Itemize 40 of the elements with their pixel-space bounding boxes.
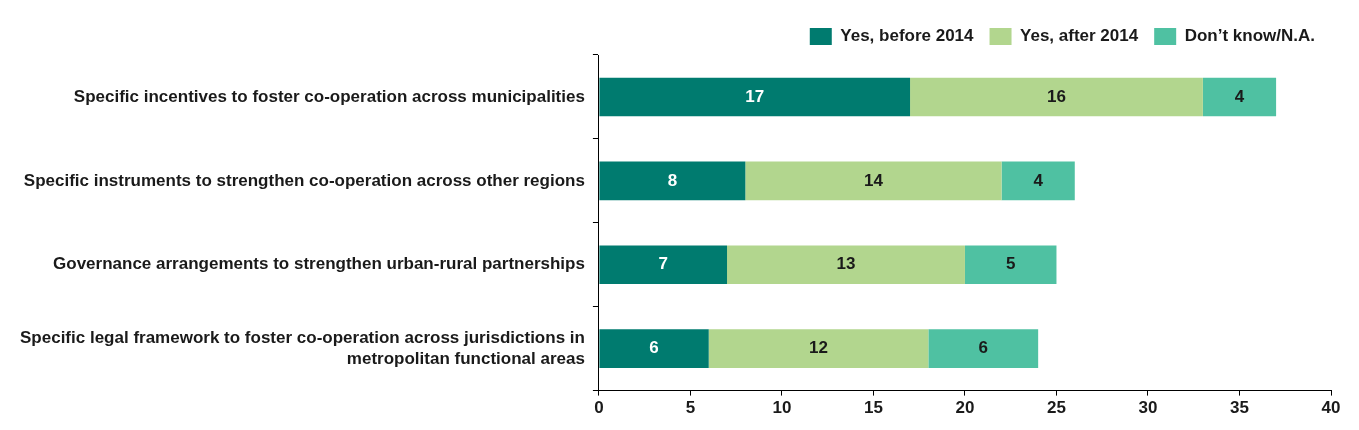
data-label: 13 (836, 254, 856, 274)
x-tick-label: 25 (1047, 398, 1066, 418)
bar (599, 77, 911, 117)
bar (708, 329, 929, 368)
x-tick-label: 0 (594, 398, 604, 418)
data-label: 6 (978, 338, 988, 358)
legend-label: Don’t know/N.A. (1184, 26, 1316, 46)
data-label: 7 (658, 254, 668, 274)
y-tick-label: Specific incentives to foster co-operation across municipalities (73, 86, 585, 106)
bar (1202, 77, 1277, 117)
x-tick-label: 10 (772, 398, 792, 418)
x-tick-label: 15 (863, 398, 883, 418)
y-tick-label: Specific legal framework to foster co-operation across jurisdictions in metropolitan functional areas (20, 328, 585, 368)
data-label: 12 (809, 338, 828, 358)
bar (727, 245, 965, 285)
data-label: 4 (1033, 170, 1044, 190)
data-label: 6 (649, 338, 659, 358)
data-label: 17 (745, 86, 765, 106)
bar (745, 161, 1002, 201)
data-label: 5 (1005, 254, 1016, 274)
bar (964, 245, 1057, 285)
data-label: 4 (1234, 86, 1245, 106)
bar (599, 161, 746, 201)
x-tick-label: 40 (1321, 398, 1341, 418)
bar (599, 329, 709, 368)
legend-label: Yes, after 2014 (1020, 26, 1139, 46)
legend-label: Yes, before 2014 (840, 26, 975, 46)
x-tick-label: 5 (685, 398, 696, 418)
bar (910, 77, 1203, 117)
y-tick-label: Governance arrangements to strengthen urban-rural partnerships (53, 254, 585, 274)
y-tick-label: Specific instruments to strengthen co-operation across other regions (23, 170, 585, 190)
x-tick-label: 30 (1138, 398, 1158, 418)
bar (599, 245, 728, 285)
bar (1001, 161, 1075, 201)
x-tick-label: 20 (955, 398, 975, 418)
data-label: 14 (863, 170, 884, 190)
bar (928, 329, 1039, 368)
data-label: 8 (667, 170, 678, 190)
x-tick-label: 35 (1230, 398, 1249, 418)
data-label: 16 (1047, 86, 1066, 106)
